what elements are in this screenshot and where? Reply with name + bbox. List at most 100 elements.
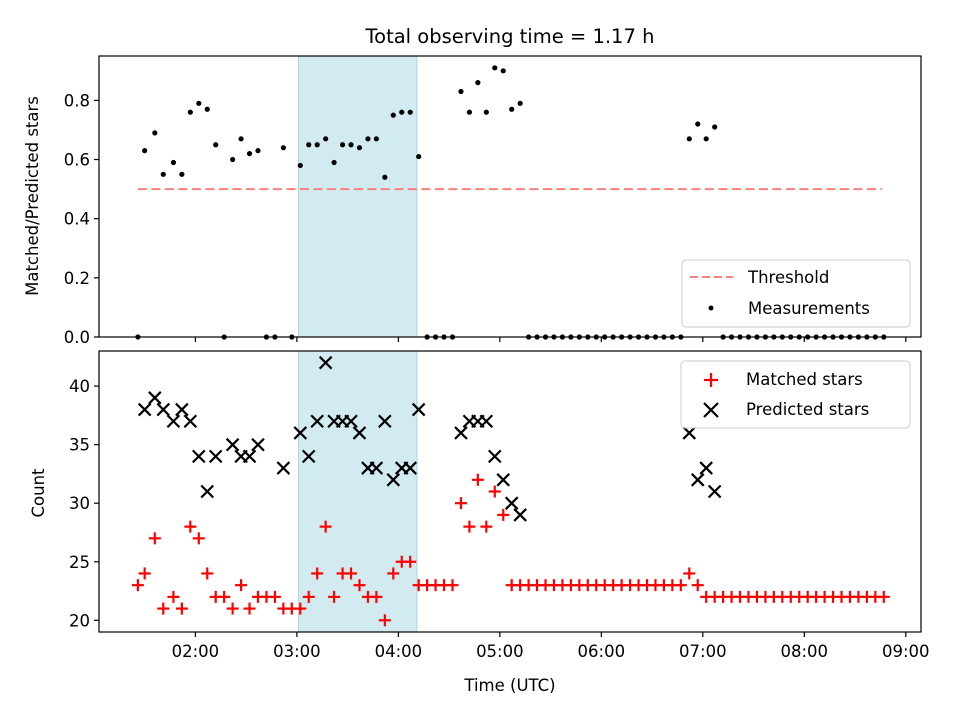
matched-star-point [497, 508, 510, 521]
measurement-point [407, 109, 413, 115]
y-tick-label: 0.6 [64, 151, 90, 170]
measurement-point [213, 142, 219, 148]
top-legend: Threshold Measurements [681, 259, 911, 328]
y-tick-label: 25 [69, 553, 90, 572]
y-tick-label: 30 [69, 494, 90, 513]
cross-b [403, 461, 417, 475]
cross-b [707, 484, 722, 499]
bottom-y-ticks: 20 25 30 35 40 [69, 377, 99, 630]
predicted-star-point [707, 484, 722, 499]
measurement-point [142, 148, 148, 154]
predicted-star-point [369, 461, 384, 475]
shaded-span [298, 55, 418, 338]
y-tick-label: 0.2 [64, 269, 90, 288]
cross-b [369, 461, 384, 475]
measurement-point [356, 145, 363, 151]
measurement-point [306, 142, 312, 148]
measurement-point [348, 142, 354, 148]
legend-measurements-label: Measurements [748, 299, 870, 318]
predicted-star-point [496, 473, 511, 487]
matched-star-point [302, 590, 315, 603]
matched-star-point [674, 579, 687, 592]
matched-star-point [378, 614, 391, 627]
measurement-point [323, 136, 329, 142]
top-y-axis-label: Matched/Predicted stars [23, 96, 42, 296]
predicted-star-point [293, 426, 308, 440]
measurement-point [509, 106, 515, 112]
measurement-point [204, 106, 210, 112]
predicted-star-point [301, 449, 316, 464]
measurement-point [331, 159, 337, 166]
matched-star-point [328, 590, 341, 603]
matched-star-point [370, 590, 383, 603]
measurement-point [230, 156, 236, 163]
predicted-star-point [454, 426, 468, 440]
measurement-point [339, 142, 346, 148]
matched-star-point [471, 473, 484, 486]
measurement-point [280, 145, 286, 151]
cross-b [276, 461, 291, 475]
predicted-star-point [276, 461, 291, 475]
matched-star-point [243, 602, 256, 615]
matched-star-point [138, 567, 151, 580]
legend-matched-swatch [704, 373, 718, 387]
predicted-star-point [318, 355, 333, 370]
predicted-star-point [183, 414, 198, 429]
measurement-point [373, 136, 379, 142]
x-tick-label: 02:00 [172, 642, 220, 661]
matched-star-point [480, 520, 493, 533]
predicted-star-point [344, 414, 358, 429]
measurement-point [416, 153, 422, 160]
predicted-star-point [403, 461, 417, 475]
measurement-point [255, 148, 261, 154]
top-y-ticks: 0.0 0.2 0.4 0.6 0.8 [64, 91, 99, 347]
matched-star-point [201, 567, 214, 580]
matched-star-point [446, 579, 459, 592]
cross-b [242, 449, 257, 464]
predicted-star-point [487, 449, 502, 464]
predicted-star-point [242, 449, 257, 464]
legend-measurements-swatch [708, 305, 714, 311]
cross-b [699, 461, 713, 475]
cross-b [504, 496, 519, 510]
predicted-star-point [479, 414, 494, 429]
measurement-point [390, 112, 396, 118]
bottom-legend: Matched stars Predicted stars [680, 360, 911, 429]
cross-b [513, 508, 527, 522]
cross-b [378, 414, 392, 429]
cross-b [310, 414, 324, 429]
predicted-star-point [352, 426, 367, 440]
cross-b [386, 473, 401, 487]
measurement-point [475, 80, 481, 86]
predicted-stars-points [137, 355, 722, 522]
y-tick-label: 20 [69, 611, 90, 630]
measurement-point [382, 174, 388, 180]
measurement-point [686, 136, 692, 142]
cross-b [690, 473, 705, 487]
measurement-point [297, 162, 303, 169]
chart-title: Total observing time = 1.17 h [365, 25, 655, 48]
predicted-star-point [175, 402, 189, 417]
y-tick-label: 40 [69, 377, 90, 396]
predicted-star-point [310, 414, 324, 429]
predicted-star-point [225, 437, 240, 452]
cross-b [352, 426, 367, 440]
legend-threshold-label: Threshold [747, 268, 829, 287]
predicted-star-point [137, 402, 152, 417]
measurement-point [187, 109, 193, 115]
matched-star-point [387, 567, 400, 580]
predicted-star-point [208, 449, 223, 464]
matched-star-point [311, 567, 324, 580]
cross-b [454, 426, 468, 440]
matched-star-point [235, 579, 248, 592]
cross-b [166, 414, 181, 429]
predicted-star-point [378, 414, 392, 429]
measurement-point [152, 130, 158, 136]
measurement-point [466, 109, 473, 115]
cross-b [487, 449, 502, 464]
x-tick-label: 05:00 [476, 642, 524, 661]
matched-star-point [175, 602, 188, 615]
matched-star-point [218, 590, 231, 603]
measurement-point [517, 100, 523, 106]
y-tick-label: 0.0 [64, 328, 90, 347]
